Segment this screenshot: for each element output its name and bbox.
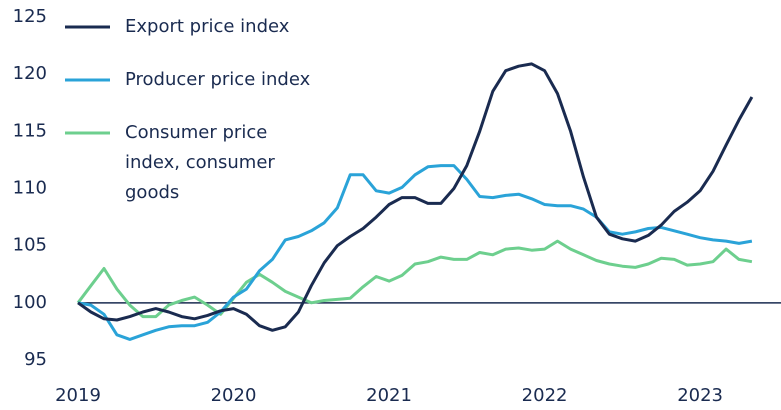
x-tick-label: 2021 xyxy=(366,385,412,406)
series-line xyxy=(77,164,753,341)
y-tick-label: 100 xyxy=(13,292,47,313)
series-line xyxy=(76,239,753,319)
y-tick-label: 125 xyxy=(13,6,47,27)
legend-label: Consumer price index, consumer goods xyxy=(125,122,275,203)
y-tick-label: 115 xyxy=(13,120,47,141)
legend-label: Producer price index xyxy=(125,69,311,90)
x-tick-label: 2020 xyxy=(211,385,257,406)
legend-label: Export price index xyxy=(125,16,290,37)
x-tick-label: 2019 xyxy=(55,385,101,406)
y-tick-label: 110 xyxy=(13,178,47,199)
y-tick-label: 120 xyxy=(13,63,47,84)
x-tick-label: 2023 xyxy=(677,385,723,406)
y-tick-label: 95 xyxy=(24,349,47,370)
series-line xyxy=(77,62,754,332)
y-tick-label: 105 xyxy=(13,235,47,256)
x-tick-label: 2022 xyxy=(522,385,568,406)
